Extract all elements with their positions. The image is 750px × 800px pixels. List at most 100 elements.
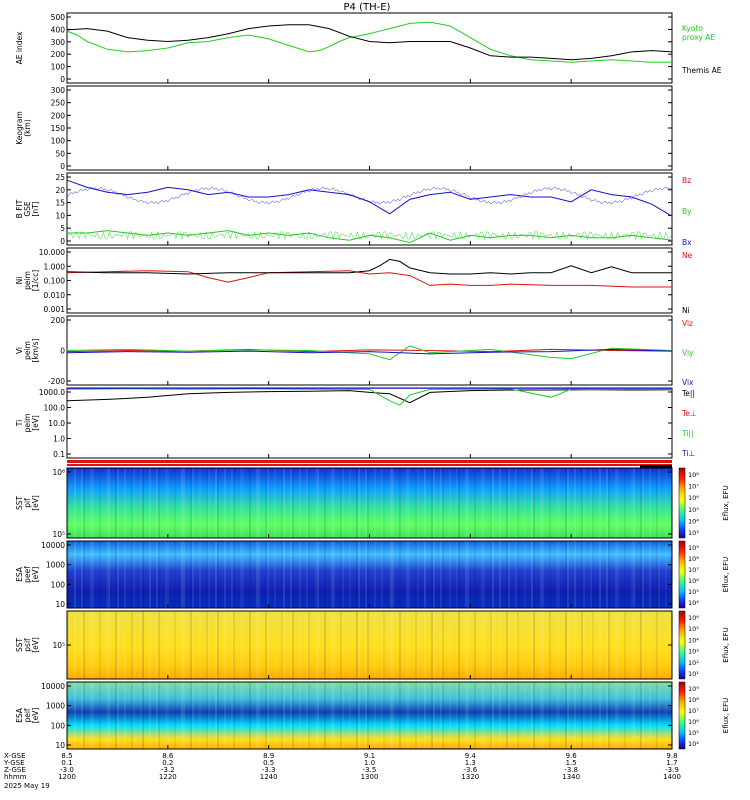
spectrogram-texture [456,541,458,608]
y-axis-label-line: [km/s] [31,338,40,362]
spectrogram-texture [606,611,608,679]
spectrogram-ssti [67,611,672,679]
plot-title: P4 (TH-E) [344,2,391,13]
spectrogram-texture [565,541,567,608]
spectrogram-texture [608,541,610,608]
spectrogram-texture [515,541,517,608]
colorbar-label-text: Eflux, EFU [722,557,730,592]
spectrogram-texture [531,541,533,608]
spectrogram-texture [406,468,408,538]
spectrogram-texture [565,468,567,538]
spectrogram-texture [331,468,333,538]
y-axis-label: ESA peif [eV] [15,707,40,723]
spectrogram-texture [156,682,158,749]
spectrogram-texture [83,682,85,749]
spectrogram-texture [81,611,83,679]
spectrogram-texture [349,682,351,749]
spectrogram-texture [349,468,351,538]
spectrogram-texture [567,468,569,538]
spectrogram-texture [249,468,251,538]
spectrogram-texture [90,468,92,538]
colorbar-tick-label: 10⁷ [688,566,699,574]
ephemeris-y: 1.5 [566,759,577,767]
spectrogram-texture [315,541,317,608]
spectrogram-texture [474,682,476,749]
spectrogram-texture [456,682,458,749]
spectrogram-texture [656,611,658,679]
spectrogram-texture [483,541,485,608]
y-axis-label: ESA peef [eV] [15,566,40,583]
colorbar-strip [678,681,686,750]
spectrogram-texture [183,541,185,608]
ephemeris-z: -3.9 [665,766,679,774]
spectrogram-texture [306,468,308,538]
colorbar-label-text: Eflux, EFU [722,485,730,520]
spectrogram-texture [665,682,667,749]
y-tick-label: 100 [51,721,66,730]
colorbar-tick-label: 10⁶ [688,577,699,585]
y-axis-label: AE index [15,31,24,64]
panel-b: 25 20 15 10 5 0 B FIT GSE [nT] Bz By Bx [15,172,692,247]
y-axis-label-line: [nT] [31,201,40,216]
spectrogram-texture [256,541,258,608]
spectrogram-texture [206,682,208,749]
spectrogram-texture [381,541,383,608]
ephemeris-y: 1.7 [666,759,677,767]
spectrogram-texture [592,611,594,679]
spectrogram-texture [192,611,194,679]
panel-frame [66,387,673,459]
spectrogram-texture [367,541,369,608]
y-tick-label: 10 [55,211,65,220]
spectrogram-texture [490,541,492,608]
spectrogram-texture [131,611,133,679]
spectrogram-texture [108,611,110,679]
spectrogram-texture [99,541,101,608]
spectrogram-texture [456,468,458,538]
spectrogram-texture [590,682,592,749]
legend-label: Te⊥ [681,409,696,418]
spectrogram-texture [631,611,633,679]
y-tick-label: 5 [60,224,65,233]
spectrogram-texture [90,611,92,679]
y-axis-label-line: AE index [15,31,24,64]
spectrogram-texture [656,682,658,749]
spectrogram-texture [240,541,242,608]
y-tick-label: 400 [51,25,66,34]
spectrogram-texture [465,541,467,608]
spectrogram-texture [631,468,633,538]
y-axis-label-line: SST [15,638,24,653]
spectrogram-texture [265,611,267,679]
spectrogram-texture [292,682,294,749]
status-bar-red [67,460,672,463]
spectrogram-texture [481,541,483,608]
ephemeris-x: 8.9 [263,752,274,760]
spectrogram-texture [349,541,351,608]
ephemeris-y: 1.3 [465,759,476,767]
colorbar-strip [678,467,686,539]
spectrogram-texture [640,541,642,608]
spectrogram-texture [274,468,276,538]
spectrogram-texture [615,682,617,749]
legend-label: Vix [682,378,694,387]
spectrogram-texture [492,611,494,679]
spectrogram-texture [108,468,110,538]
spectrogram-texture [231,682,233,749]
spectrogram-texture [256,611,258,679]
ephemeris-y: 0.5 [263,759,274,767]
spectrogram-texture [106,682,108,749]
ephemeris-y: 0.2 [162,759,173,767]
y-tick-label: 10000 [41,541,65,550]
spectrogram-texture [558,541,560,608]
spectrogram-texture [115,468,117,538]
colorbar-tick-label: 10² [688,659,699,667]
spectrogram-texture [199,468,201,538]
spectrogram-texture [342,682,344,749]
spectrogram-texture [215,611,217,679]
spectrogram-texture [342,611,344,679]
spectrogram-texture [358,541,360,608]
spectrogram-texture [383,468,385,538]
legend-label: Ti⊥ [681,449,695,458]
spectrogram-texture [492,682,494,749]
